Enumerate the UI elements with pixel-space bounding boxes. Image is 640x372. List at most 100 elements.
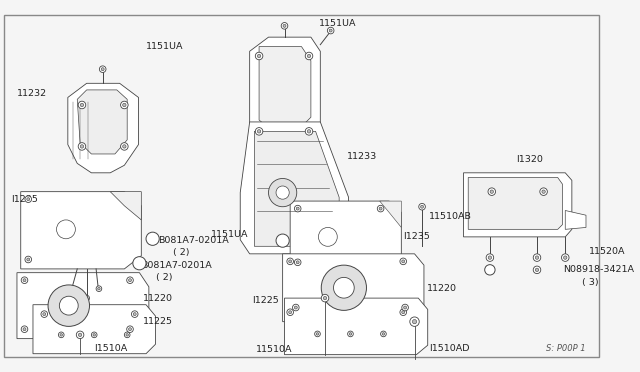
Circle shape — [23, 279, 26, 282]
Circle shape — [420, 205, 424, 208]
Circle shape — [58, 332, 64, 338]
Circle shape — [488, 256, 492, 259]
Polygon shape — [259, 46, 311, 131]
Circle shape — [21, 277, 28, 283]
Circle shape — [257, 54, 260, 58]
Circle shape — [283, 24, 286, 27]
Text: ( 2): ( 2) — [156, 273, 173, 282]
Circle shape — [561, 254, 569, 262]
Circle shape — [78, 143, 86, 150]
Text: I1225: I1225 — [253, 296, 279, 305]
Circle shape — [287, 258, 294, 264]
Text: 1151UA: 1151UA — [319, 19, 356, 29]
Circle shape — [276, 234, 289, 247]
Text: B: B — [150, 234, 156, 243]
Circle shape — [25, 196, 31, 202]
Circle shape — [48, 285, 90, 326]
Circle shape — [281, 23, 288, 29]
Polygon shape — [33, 305, 156, 354]
Circle shape — [305, 52, 313, 60]
Circle shape — [402, 260, 404, 263]
Circle shape — [305, 128, 313, 135]
Circle shape — [98, 288, 100, 290]
Circle shape — [419, 203, 426, 210]
Text: I1235: I1235 — [12, 195, 38, 204]
Circle shape — [123, 145, 126, 148]
Text: I1235: I1235 — [403, 232, 430, 241]
Circle shape — [43, 312, 46, 315]
Text: B: B — [136, 259, 142, 268]
Circle shape — [124, 332, 130, 338]
Circle shape — [382, 333, 385, 335]
Text: 11520A: 11520A — [589, 247, 625, 256]
Circle shape — [276, 186, 289, 199]
Circle shape — [23, 328, 26, 331]
Circle shape — [255, 52, 263, 60]
Circle shape — [127, 277, 133, 283]
Text: 1151UA: 1151UA — [146, 42, 184, 51]
Circle shape — [402, 304, 408, 311]
Circle shape — [484, 264, 495, 275]
Circle shape — [333, 278, 354, 298]
Polygon shape — [290, 201, 401, 272]
Text: I1320: I1320 — [516, 155, 543, 164]
Circle shape — [255, 128, 263, 135]
Circle shape — [323, 296, 326, 300]
Text: 11220: 11220 — [427, 284, 457, 293]
Circle shape — [294, 205, 301, 212]
Circle shape — [404, 306, 406, 309]
Circle shape — [294, 259, 301, 266]
Polygon shape — [240, 122, 349, 254]
Circle shape — [316, 333, 319, 335]
Circle shape — [296, 261, 299, 264]
Text: 11510A: 11510A — [256, 346, 292, 355]
Circle shape — [80, 103, 84, 107]
Circle shape — [287, 309, 294, 315]
Circle shape — [92, 332, 97, 338]
Circle shape — [56, 220, 76, 239]
Circle shape — [533, 254, 541, 262]
Polygon shape — [250, 37, 320, 150]
Polygon shape — [468, 177, 563, 229]
Circle shape — [349, 333, 352, 335]
Circle shape — [307, 54, 310, 58]
Circle shape — [348, 331, 353, 337]
Circle shape — [120, 101, 128, 109]
Text: I1510AD: I1510AD — [429, 343, 470, 353]
Circle shape — [123, 103, 126, 107]
Circle shape — [296, 207, 299, 210]
Text: B: B — [280, 236, 285, 245]
Circle shape — [25, 256, 31, 263]
Circle shape — [488, 188, 495, 195]
Circle shape — [410, 317, 419, 326]
Text: 11510AB: 11510AB — [429, 212, 472, 221]
Circle shape — [292, 304, 299, 311]
Text: B081A7-0201A: B081A7-0201A — [158, 236, 229, 245]
Text: 1151UA: 1151UA — [211, 231, 248, 240]
Polygon shape — [565, 211, 586, 229]
Circle shape — [378, 205, 384, 212]
Polygon shape — [20, 192, 141, 269]
Text: 11225: 11225 — [143, 317, 173, 326]
Polygon shape — [68, 83, 138, 173]
Circle shape — [78, 333, 82, 337]
Circle shape — [68, 286, 74, 292]
Text: 11220: 11220 — [143, 294, 173, 302]
Circle shape — [129, 328, 131, 331]
Polygon shape — [380, 201, 401, 227]
Circle shape — [535, 256, 539, 259]
Circle shape — [27, 198, 29, 201]
Circle shape — [131, 311, 138, 317]
Text: ( 2): ( 2) — [173, 248, 190, 257]
Circle shape — [381, 331, 387, 337]
Circle shape — [257, 130, 260, 133]
Circle shape — [400, 258, 406, 264]
Text: B081A7-0201A: B081A7-0201A — [141, 261, 212, 270]
Circle shape — [289, 260, 292, 263]
Circle shape — [84, 295, 90, 301]
Polygon shape — [283, 254, 424, 322]
Polygon shape — [77, 90, 127, 154]
Circle shape — [101, 68, 104, 71]
Circle shape — [127, 326, 133, 333]
Polygon shape — [254, 131, 339, 246]
